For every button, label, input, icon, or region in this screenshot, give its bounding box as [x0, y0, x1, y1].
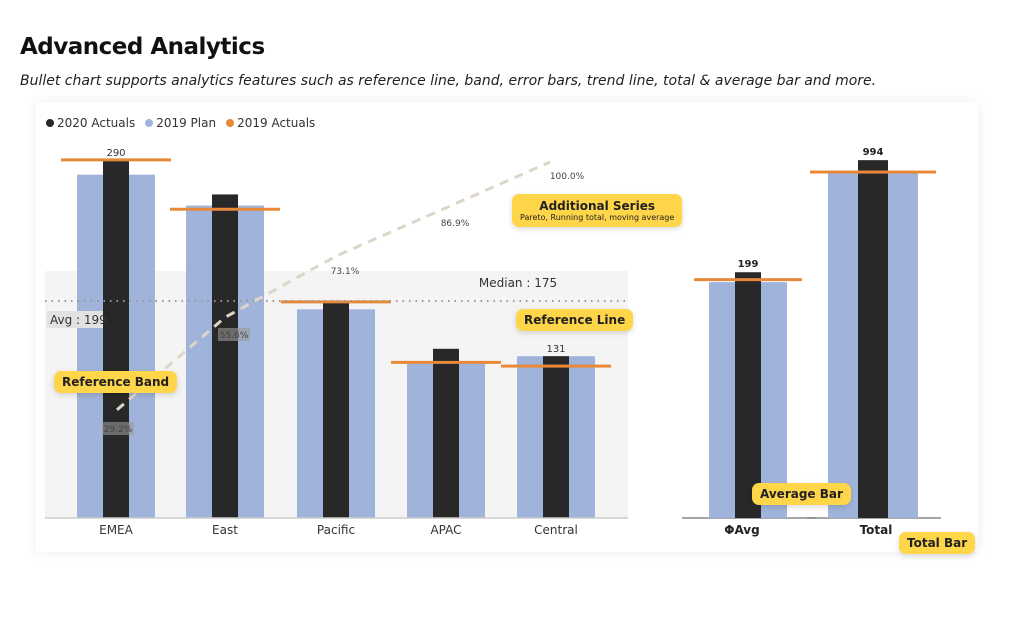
bar-2020-actuals	[433, 348, 459, 518]
legend-dot-icon	[145, 119, 154, 127]
bar-2020-actuals	[103, 159, 129, 518]
legend-label: 2020 Actuals	[57, 116, 136, 130]
legend-item-2019-actuals[interactable]: 2019 Actuals	[226, 116, 315, 130]
page-subtitle: Bullet chart supports analytics features…	[20, 73, 877, 89]
data-label: 131	[546, 344, 565, 355]
summary-marker-2019-actuals	[694, 278, 802, 282]
marker-2019-actuals	[281, 300, 391, 304]
legend: 2020 Actuals 2019 Plan 2019 Actuals	[46, 116, 315, 130]
summary-bar-2020-actuals	[735, 272, 761, 518]
reference-band-label: Median : 175	[479, 276, 557, 290]
callout-average-bar: Average Bar	[752, 483, 851, 505]
summary-data-label: 994	[863, 147, 884, 158]
marker-2019-actuals	[501, 364, 611, 368]
pareto-label: 29.2%	[104, 425, 133, 435]
summary-bar-2020-actuals	[858, 160, 888, 518]
x-tick-label: APAC	[430, 523, 461, 537]
pareto-label-bg	[102, 422, 134, 435]
summary-x-tick-label: ΦAvg	[724, 523, 759, 537]
page-title: Advanced Analytics	[20, 34, 265, 60]
pareto-label: 73.1%	[331, 267, 360, 277]
legend-item-2020-actuals[interactable]: 2020 Actuals	[46, 116, 135, 130]
x-tick-label: East	[212, 523, 238, 537]
pareto-label: 86.9%	[441, 219, 470, 229]
legend-label: 2019 Actuals	[237, 116, 316, 130]
summary-data-label: 199	[738, 259, 759, 270]
callout-title: Additional Series	[539, 199, 655, 213]
legend-label: 2019 Plan	[156, 116, 217, 130]
callout-reference-line: Reference Line	[516, 309, 634, 331]
x-tick-label: Pacific	[317, 523, 355, 537]
x-tick-label: EMEA	[99, 523, 134, 537]
data-label: 290	[106, 148, 125, 159]
callout-total-bar: Total Bar	[899, 532, 976, 554]
pareto-label: 100.0%	[550, 172, 585, 182]
reference-line-label: Avg : 199	[50, 313, 107, 327]
legend-dot-icon	[226, 119, 235, 127]
marker-2019-actuals	[391, 360, 501, 364]
bar-2020-actuals	[543, 356, 569, 518]
marker-2019-actuals	[61, 158, 171, 162]
x-tick-label: Central	[534, 523, 578, 537]
callout-additional-series: Additional Series Pareto, Running total,…	[512, 194, 683, 227]
legend-item-2019-plan[interactable]: 2019 Plan	[145, 116, 216, 130]
summary-x-tick-label: Total	[860, 523, 893, 537]
marker-2019-actuals	[170, 207, 280, 211]
pareto-label-bg	[218, 328, 250, 341]
bar-2020-actuals	[323, 301, 349, 518]
reference-line-label-bg	[47, 311, 103, 328]
legend-dot-icon	[46, 119, 54, 127]
callout-reference-band: Reference Band	[54, 371, 178, 393]
callout-subtitle: Pareto, Running total, moving average	[520, 213, 675, 222]
pareto-label: 55.6%	[220, 331, 249, 341]
bar-2020-actuals	[212, 194, 238, 518]
summary-marker-2019-actuals	[810, 170, 936, 174]
